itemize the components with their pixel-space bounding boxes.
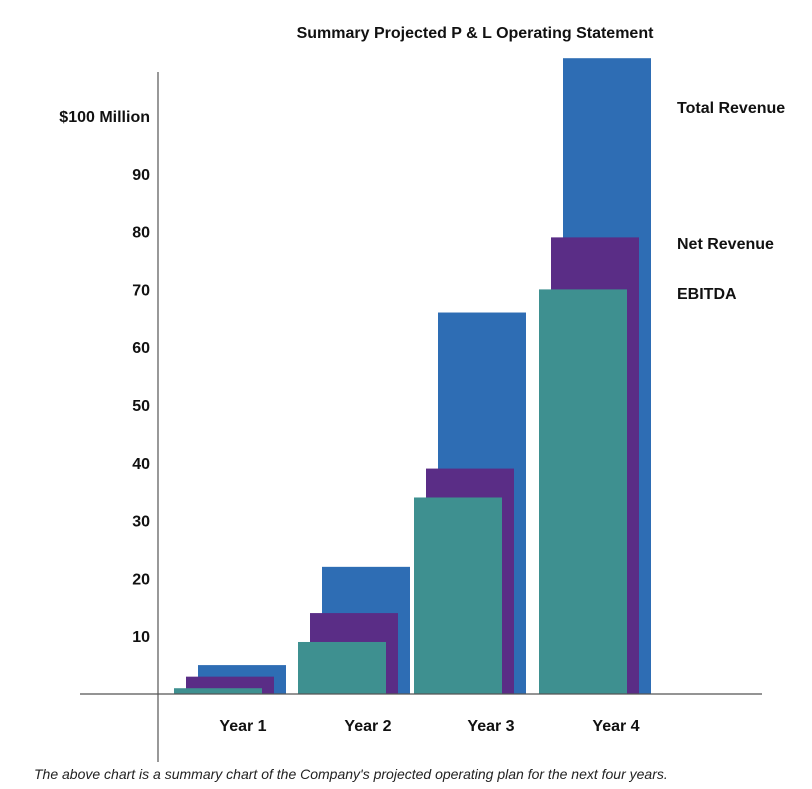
y-tick-label: 10 <box>132 629 150 646</box>
x-category-label: Year 1 <box>219 718 266 735</box>
y-tick-label: 80 <box>132 225 150 242</box>
y-tick-label: 30 <box>132 514 150 531</box>
y-tick-label: 90 <box>132 167 150 184</box>
chart-title: Summary Projected P & L Operating Statem… <box>297 25 655 42</box>
y-tick-label: 60 <box>132 340 150 357</box>
legend-label-net-revenue: Net Revenue <box>677 236 774 253</box>
bar-ebitda-year-3 <box>414 497 502 694</box>
legend: Total Revenue Net Revenue EBITDA <box>677 100 785 303</box>
x-category-label: Year 3 <box>467 718 514 735</box>
y-tick-label: 70 <box>132 282 150 299</box>
y-tick-label: 50 <box>132 398 150 415</box>
y-tick-labels: 10 20 30 40 50 60 70 80 90 $100 Million <box>59 109 150 646</box>
chart-caption: The above chart is a summary chart of th… <box>34 766 668 782</box>
bar-ebitda-year-2 <box>298 641 386 694</box>
y-tick-label: $100 Million <box>59 109 150 126</box>
legend-label-ebitda: EBITDA <box>677 286 737 303</box>
y-tick-label: 20 <box>132 571 150 588</box>
x-category-label: Year 4 <box>592 718 639 735</box>
bar-ebitda-year-1 <box>174 688 262 694</box>
bar-ebitda-year-4 <box>539 289 627 694</box>
bars-group <box>174 58 651 694</box>
x-category-label: Year 2 <box>344 718 391 735</box>
y-tick-label: 40 <box>132 456 150 473</box>
x-tick-labels: Year 1 Year 2 Year 3 Year 4 <box>219 718 639 735</box>
legend-label-total-revenue: Total Revenue <box>677 100 785 117</box>
